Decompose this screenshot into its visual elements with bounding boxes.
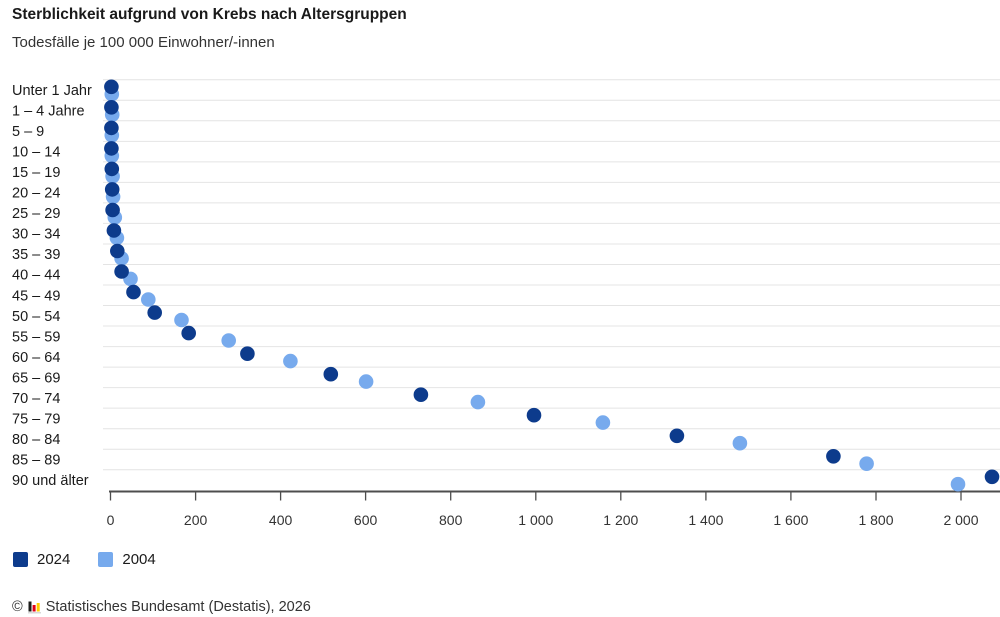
y-axis-label: 20 – 24: [12, 186, 60, 202]
y-axis-label: 40 – 44: [12, 268, 60, 284]
chart-title: Sterblichkeit aufgrund von Krebs nach Al…: [12, 6, 407, 23]
x-tick-label: 1 000: [518, 512, 553, 528]
y-axis-label: 85 – 89: [12, 453, 60, 469]
source-text: Statistisches Bundesamt (Destatis), 2026: [45, 599, 311, 615]
legend-swatch-2024: [13, 552, 28, 567]
legend-label-2024: 2024: [37, 551, 71, 568]
y-axis-label: 35 – 39: [12, 247, 60, 263]
copyright-symbol: ©: [12, 599, 23, 615]
legend-item-2024: 2024: [13, 551, 70, 568]
x-tick-label: 600: [354, 512, 378, 528]
x-tick-label: 0: [107, 512, 115, 528]
y-axis-label: 5 – 9: [12, 124, 44, 140]
dot-2024: [106, 223, 122, 238]
y-axis-label: 90 und älter: [12, 473, 89, 489]
dot-2024: [669, 428, 685, 444]
y-axis-label: 80 – 84: [12, 432, 60, 448]
dot-2024: [110, 243, 125, 259]
dot-2024: [104, 182, 120, 197]
dot-2004: [174, 312, 189, 328]
x-tick-label: 1 200: [603, 512, 638, 528]
legend-label-2004: 2004: [122, 551, 156, 568]
dot-2004: [221, 333, 236, 348]
y-axis-label: 75 – 79: [12, 411, 60, 427]
x-tick-label: 2 000: [943, 512, 978, 528]
dot-2024: [104, 141, 119, 156]
dot-2004: [732, 435, 748, 451]
dot-2004: [859, 456, 874, 472]
source-line: © Statistisches Bundesamt (Destatis), 20…: [12, 599, 311, 615]
dot-2024: [147, 305, 162, 320]
dot-2024: [526, 407, 542, 423]
y-axis-label: 25 – 29: [12, 206, 60, 222]
legend-swatch-2004: [98, 552, 114, 567]
y-axis-label: 70 – 74: [12, 391, 60, 407]
x-tick-label: 800: [439, 512, 463, 528]
dot-2004: [358, 374, 374, 389]
dot-2024: [826, 449, 841, 464]
dot-2004: [283, 353, 298, 369]
y-axis-label: 55 – 59: [12, 329, 60, 345]
dot-2024: [323, 366, 339, 382]
y-axis-label: 30 – 34: [12, 227, 60, 243]
dot-2004: [141, 292, 156, 307]
dot-2024: [126, 284, 141, 300]
y-axis-label: 1 – 4 Jahre: [12, 104, 85, 120]
x-tick-label: 1 400: [688, 512, 723, 528]
dot-2024: [240, 346, 255, 362]
y-axis-label: 10 – 14: [12, 145, 60, 161]
y-axis-label: 50 – 54: [12, 309, 60, 325]
dot-2024: [114, 264, 129, 279]
y-axis-label: 15 – 19: [12, 165, 60, 181]
y-axis-label: 60 – 64: [12, 350, 60, 366]
dot-2004: [595, 415, 611, 430]
x-tick-label: 200: [184, 512, 208, 528]
dot-2024: [104, 100, 119, 115]
dot-2024: [104, 79, 119, 95]
dot-2024: [104, 120, 119, 136]
x-tick-label: 1 600: [773, 512, 808, 528]
chart-subtitle: Todesfälle je 100 000 Einwohner/-innen: [12, 34, 275, 51]
dot-2024: [181, 325, 196, 341]
y-axis-label: 65 – 69: [12, 370, 60, 386]
dot-2024: [105, 202, 120, 218]
y-axis-label: 45 – 49: [12, 288, 60, 304]
destatis-bars-icon: [27, 601, 41, 614]
dot-2024: [984, 469, 1000, 485]
dot-2004: [470, 394, 486, 410]
x-tick-label: 1 800: [858, 512, 893, 528]
legend: 2024 2004: [13, 551, 156, 568]
y-axis-label: Unter 1 Jahr: [12, 83, 92, 99]
dot-2024: [104, 161, 120, 177]
legend-item-2004: 2004: [98, 551, 156, 568]
dot-2004: [950, 476, 966, 492]
dot-2024: [413, 387, 429, 403]
x-tick-label: 400: [269, 512, 293, 528]
mortality-scatter-chart: Unter 1 Jahr 1 – 4 Jahre 5 – 9 10 – 14 15 – …: [12, 79, 1000, 528]
